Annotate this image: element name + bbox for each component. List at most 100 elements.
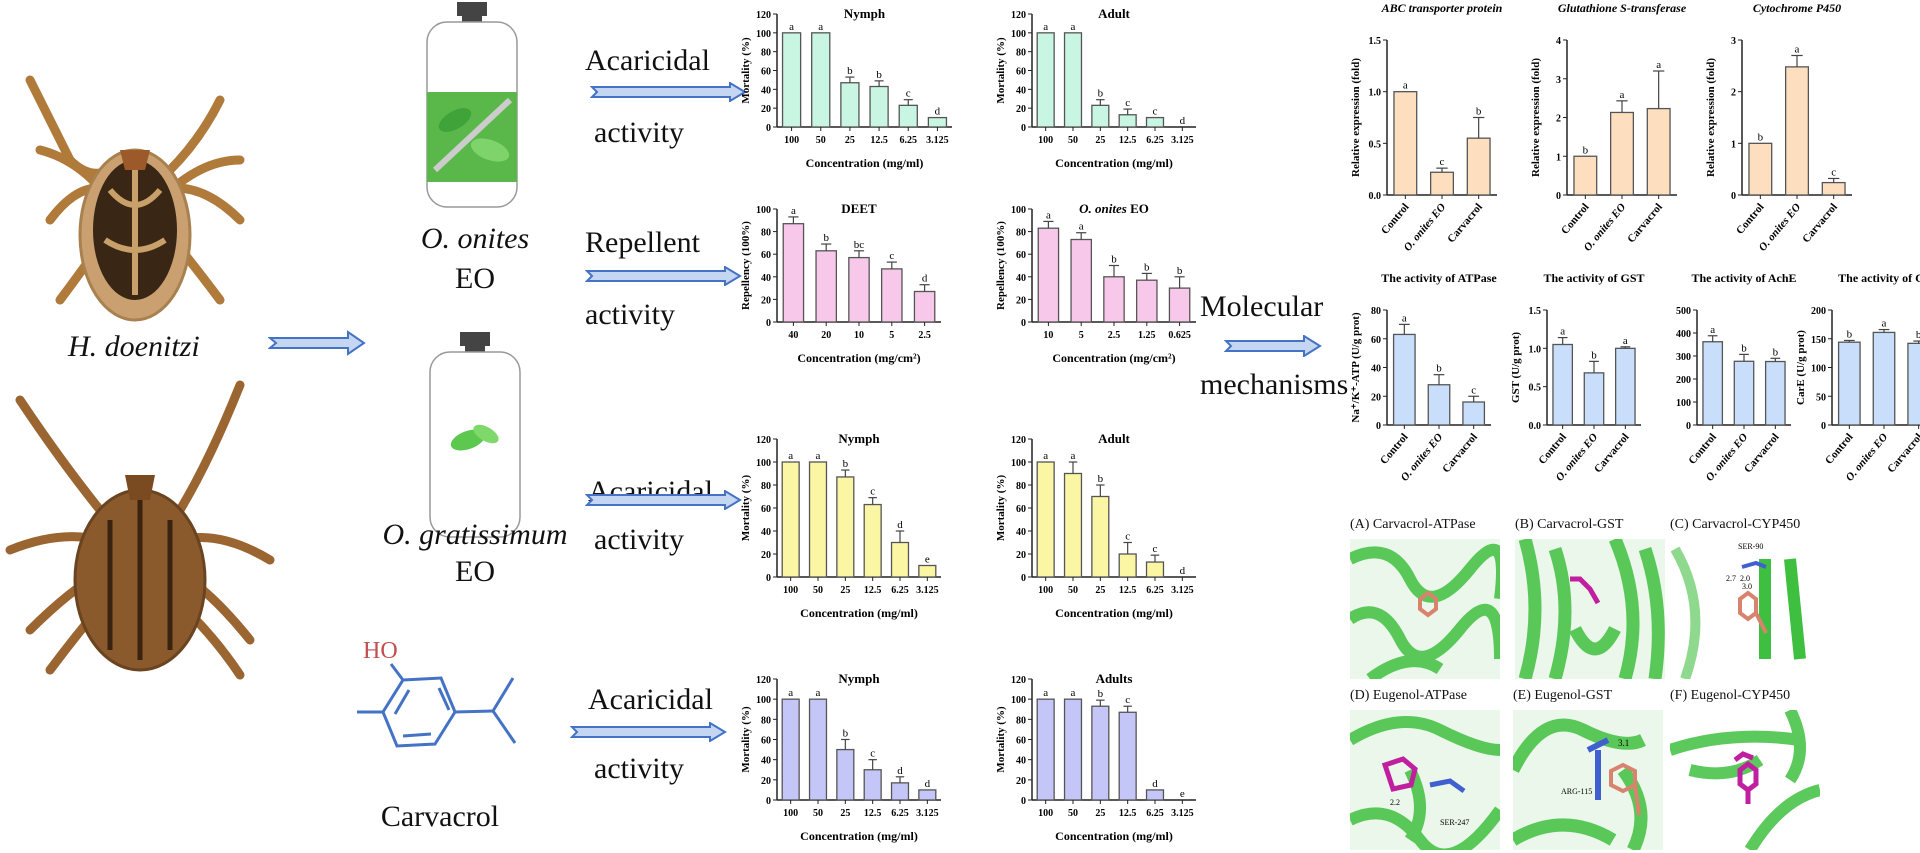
docking-label-f: (F) Eugenol-CYP450: [1670, 688, 1791, 703]
significance-letter: a: [1623, 335, 1628, 347]
y-tick-label: 1.0: [1529, 344, 1542, 355]
bar: [1063, 472, 1083, 578]
y-tick-label: 20: [1016, 295, 1026, 306]
tick-icon: [5, 380, 275, 680]
x-tick-label: Carvacrol: [1885, 431, 1920, 475]
x-tick-label: 12.5: [870, 135, 888, 146]
x-tick-label: 6.25: [891, 585, 909, 596]
y-tick-label: 0: [1821, 421, 1826, 432]
x-tick-label: 12.5: [864, 585, 882, 596]
bar: [1145, 116, 1165, 128]
y-tick-label: 0: [1021, 573, 1026, 584]
x-tick-label: 50: [813, 585, 823, 596]
y-tick-label: 60: [1016, 250, 1026, 261]
y-tick-label: 80: [1016, 715, 1026, 726]
y-tick-label: 0: [1686, 421, 1691, 432]
svg-text:3.1: 3.1: [1618, 738, 1629, 748]
bar: [927, 116, 948, 128]
bar: [811, 32, 831, 128]
significance-letter: a: [1710, 324, 1715, 336]
bar: [880, 268, 903, 323]
x-tick-label: Carvacrol: [1625, 201, 1665, 245]
y-tick-label: 1.5: [1369, 36, 1382, 47]
activity-sub-2: activity: [585, 298, 675, 331]
significance-letter: b: [876, 69, 882, 81]
x-tick-label: 5: [889, 330, 894, 341]
significance-letter: c: [1831, 166, 1836, 178]
chart-svg: Adult 0 20 40 60 80 100 120 Mortality (%) a 100 a 50…: [995, 431, 1196, 620]
protein-structure-icon: [1670, 710, 1820, 850]
x-axis-label: Concentration (mg/ml): [800, 829, 918, 843]
significance-letter: a: [1795, 44, 1800, 56]
y-axis-label: Mortality (%): [995, 706, 1007, 773]
bar: [1573, 155, 1598, 196]
bar: [781, 461, 800, 578]
x-tick-label: 50: [1068, 135, 1078, 146]
significance-letter: a: [791, 205, 796, 217]
chart-title: Adult: [1098, 6, 1130, 21]
bar: [1036, 461, 1055, 578]
bar: [863, 769, 882, 801]
bar: [1091, 495, 1110, 578]
chart-svg: The activity of ATPase 0 20 40 60 80 Na⁺/K⁺-AT…: [1350, 271, 1497, 484]
x-tick-label: 3.125: [916, 808, 939, 819]
y-axis-label: Repellency (100%): [995, 221, 1007, 310]
x-tick-label: Carvacrol: [1440, 431, 1480, 475]
protein-structure-icon: [1515, 539, 1665, 679]
x-tick-label: 40: [788, 330, 798, 341]
chart-svg: The activity of AchE 0 100 200 300 400 500 a Con…: [1676, 271, 1797, 484]
x-tick-label: Control: [1536, 431, 1569, 467]
ligand-icon: [1570, 576, 1601, 605]
arrow-activity-1: [589, 81, 750, 107]
oil-name-onites: O. onites: [420, 222, 530, 255]
x-axis-label: Concentration (mg/ml): [1055, 829, 1173, 843]
protein-structure-icon: SER-90 2.7 2.0 3.0: [1670, 539, 1820, 679]
bar: [840, 82, 860, 128]
svg-text:2.7: 2.7: [1726, 574, 1736, 583]
significance-letter: b: [1144, 261, 1150, 273]
significance-letter: a: [789, 21, 794, 33]
y-tick-label: 4: [1556, 36, 1561, 47]
x-tick-label: 12.5: [1119, 808, 1137, 819]
bar: [1145, 561, 1165, 578]
bar: [1036, 698, 1055, 801]
x-tick-label: 10: [1043, 330, 1053, 341]
significance-letter: d: [897, 519, 903, 531]
protein-structure-icon: 3.1 ARG-115: [1513, 710, 1663, 850]
chart-title: O. onites EO: [1079, 201, 1149, 216]
bar: [1091, 104, 1110, 128]
x-tick-label: 3.125: [1171, 585, 1194, 596]
bar: [1168, 287, 1191, 323]
significance-letter: a: [1403, 80, 1408, 92]
y-tick-label: 40: [1371, 364, 1381, 375]
x-tick-label: Carvacrol: [1800, 201, 1840, 245]
x-tick-label: Control: [1686, 431, 1719, 467]
oil-suffix-gratissimum: EO: [455, 555, 495, 588]
y-tick-label: 40: [761, 756, 771, 767]
y-tick-label: 100: [1011, 205, 1026, 216]
bar: [848, 256, 870, 323]
carvacrol-structure: HO: [355, 630, 555, 750]
y-tick-label: 80: [1016, 228, 1026, 239]
y-tick-label: 60: [1016, 504, 1026, 515]
y-tick-label: 1.0: [1369, 88, 1382, 99]
y-tick-label: 2: [1556, 114, 1561, 125]
significance-letter: b: [843, 458, 849, 470]
y-tick-label: 100: [756, 205, 771, 216]
y-tick-label: 20: [1016, 104, 1026, 115]
x-tick-label: 25: [1095, 808, 1105, 819]
significance-letter: a: [1071, 450, 1076, 462]
y-axis-label: CarE (U/g prot): [1795, 330, 1807, 405]
y-axis-label: Relative expression (fold): [1530, 58, 1542, 177]
bar: [1733, 360, 1755, 426]
significance-letter: b: [1476, 106, 1482, 118]
y-tick-label: 60: [761, 504, 771, 515]
y-tick-label: 40: [761, 273, 771, 284]
chart-cyp450-expression: Cytochrome P450 0 1 2 3 Relative expression (…: [1700, 0, 1870, 255]
significance-letter: c: [1153, 543, 1158, 555]
chart-svg: DEET 0 20 40 60 80 100 Repellency (100%) a 40 b 20 b…: [740, 201, 941, 365]
y-tick-label: 150: [1811, 335, 1826, 346]
significance-letter: a: [1560, 326, 1565, 338]
y-tick-label: 80: [1016, 48, 1026, 59]
y-tick-label: 2: [1731, 88, 1736, 99]
